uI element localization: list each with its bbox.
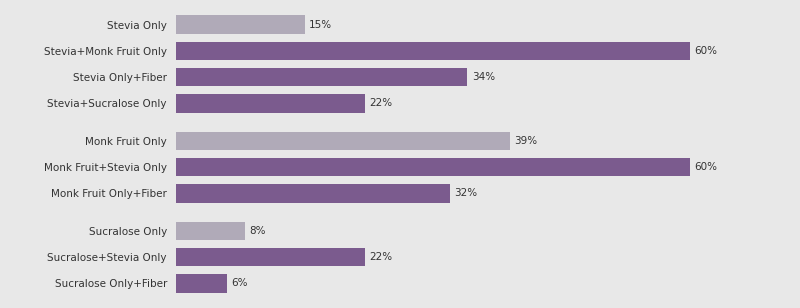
Bar <box>176 184 450 203</box>
Text: 22%: 22% <box>369 98 392 108</box>
Bar <box>176 15 305 34</box>
Text: 15%: 15% <box>309 20 332 30</box>
Bar <box>176 274 227 293</box>
Text: 8%: 8% <box>249 226 266 236</box>
Text: 32%: 32% <box>454 188 478 198</box>
Text: 39%: 39% <box>514 136 538 146</box>
Bar <box>176 132 510 150</box>
Text: 22%: 22% <box>369 252 392 262</box>
Bar <box>176 221 245 240</box>
Text: 60%: 60% <box>694 46 718 56</box>
Bar <box>176 42 690 60</box>
Bar <box>176 248 365 266</box>
Text: 6%: 6% <box>232 278 248 288</box>
Text: 60%: 60% <box>694 162 718 172</box>
Bar <box>176 94 365 112</box>
Text: 34%: 34% <box>472 72 495 82</box>
Bar <box>176 68 467 87</box>
Bar <box>176 158 690 176</box>
